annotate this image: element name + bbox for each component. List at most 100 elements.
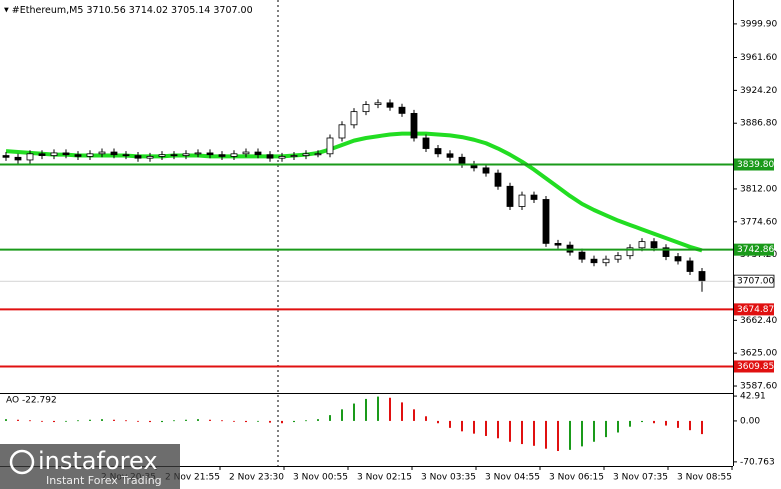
moving-average	[5, 131, 703, 253]
level-tag	[734, 158, 774, 171]
candle-body	[182, 153, 190, 156]
y-tick-label: 3662.40	[740, 316, 777, 326]
candle-body	[518, 194, 526, 207]
ao-bar	[569, 420, 571, 450]
ao-bar	[677, 420, 679, 428]
ao-bar	[281, 420, 283, 424]
candle-body	[338, 124, 346, 139]
candle-body	[698, 271, 706, 282]
ao-bar	[41, 420, 43, 422]
ao-bar	[389, 397, 391, 421]
ao-bar	[413, 409, 415, 421]
candle-body	[374, 102, 382, 106]
ao-bar	[185, 419, 187, 421]
x-tick-label: 3 Nov 03:35	[421, 473, 476, 483]
ao-bar	[305, 420, 307, 422]
y-tick-label: 3774.60	[740, 217, 777, 227]
candle-body	[602, 258, 610, 264]
candle-body	[662, 247, 670, 257]
current-price-label: 3707.00	[737, 277, 774, 287]
candle-body	[674, 256, 682, 262]
level-label: 3742.86	[737, 245, 774, 255]
x-tick-label: 3 Nov 08:55	[677, 473, 732, 483]
ao-bar	[593, 420, 595, 442]
ao-bar	[437, 420, 439, 424]
ao-bar	[653, 420, 655, 424]
level-tag	[734, 360, 774, 373]
candle-body	[2, 155, 10, 158]
ao-bar	[485, 420, 487, 436]
candle-body	[494, 172, 502, 187]
x-tick-label: 3 Nov 04:55	[485, 473, 540, 483]
logo-icon	[9, 449, 35, 475]
ao-bar	[29, 420, 31, 422]
ao-bar	[581, 420, 583, 447]
ao-bar	[629, 420, 631, 427]
logo-name: instaforex	[38, 447, 158, 475]
candle-body	[458, 156, 466, 165]
ao-bar	[77, 420, 79, 422]
candle-body	[74, 154, 82, 157]
candle-body	[62, 152, 70, 156]
ao-bar	[701, 420, 703, 435]
ao-bar	[461, 420, 463, 432]
ao-bar	[5, 419, 7, 421]
ao-bar	[113, 419, 115, 421]
y-tick-label: 3961.60	[740, 53, 777, 63]
ao-bar	[233, 420, 235, 422]
candle-body	[110, 151, 118, 156]
ao-bar	[473, 420, 475, 434]
ao-bar	[173, 420, 175, 422]
ao-bar	[221, 420, 223, 422]
ao-bar	[521, 420, 523, 445]
candle-body	[686, 260, 694, 272]
y-tick-label: 3924.20	[740, 86, 777, 96]
candle-body	[302, 153, 310, 156]
level-tag	[734, 303, 774, 316]
ao-bar	[53, 420, 55, 423]
candle-body	[230, 153, 238, 157]
x-tick-label: 3 Nov 00:55	[293, 473, 348, 483]
ao-bar	[65, 420, 67, 422]
x-tick-label: 3 Nov 06:15	[549, 473, 604, 483]
ao-bar	[689, 420, 691, 431]
candle-body	[626, 247, 634, 257]
logo-box	[0, 444, 180, 489]
candle-body	[146, 156, 154, 159]
y-tick-label: 3886.80	[740, 119, 777, 129]
ao-bar	[17, 419, 19, 421]
x-tick-label: 3 Nov 07:35	[613, 473, 668, 483]
candle-body	[158, 154, 166, 157]
ao-bar	[161, 420, 163, 423]
candle-body	[50, 152, 58, 156]
ao-tick-label: 42.91	[740, 392, 766, 402]
ao-bar	[401, 402, 403, 421]
x-tick-label: 3 Nov 02:15	[357, 473, 412, 483]
ao-bar	[605, 420, 607, 438]
candle-body	[290, 155, 298, 157]
ao-bar	[509, 420, 511, 442]
candle-body	[350, 111, 358, 126]
ao-bar	[425, 416, 427, 421]
candle-body	[386, 102, 394, 108]
ao-bar	[665, 420, 667, 426]
level-label: 3839.80	[737, 160, 774, 170]
candle-body	[98, 151, 106, 155]
candle-body	[218, 154, 226, 157]
candle-body	[542, 199, 550, 244]
candle-body	[482, 167, 490, 174]
y-tick-label: 3999.90	[740, 19, 777, 29]
candle-body	[530, 194, 538, 200]
ao-bar	[365, 398, 367, 421]
candle-body	[590, 258, 598, 264]
ao-bar	[557, 420, 559, 452]
candle-body	[506, 185, 514, 207]
ao-title: AO -22.792	[6, 396, 57, 406]
candle-body	[242, 151, 250, 155]
ao-bar	[329, 415, 331, 421]
ao-bar	[341, 409, 343, 421]
candle-body	[314, 153, 322, 156]
candle-body	[398, 106, 406, 114]
header: ▾ #Ethereum,M5 3710.56 3714.02 3705.14 3…	[4, 5, 253, 16]
candle-body	[278, 156, 286, 159]
